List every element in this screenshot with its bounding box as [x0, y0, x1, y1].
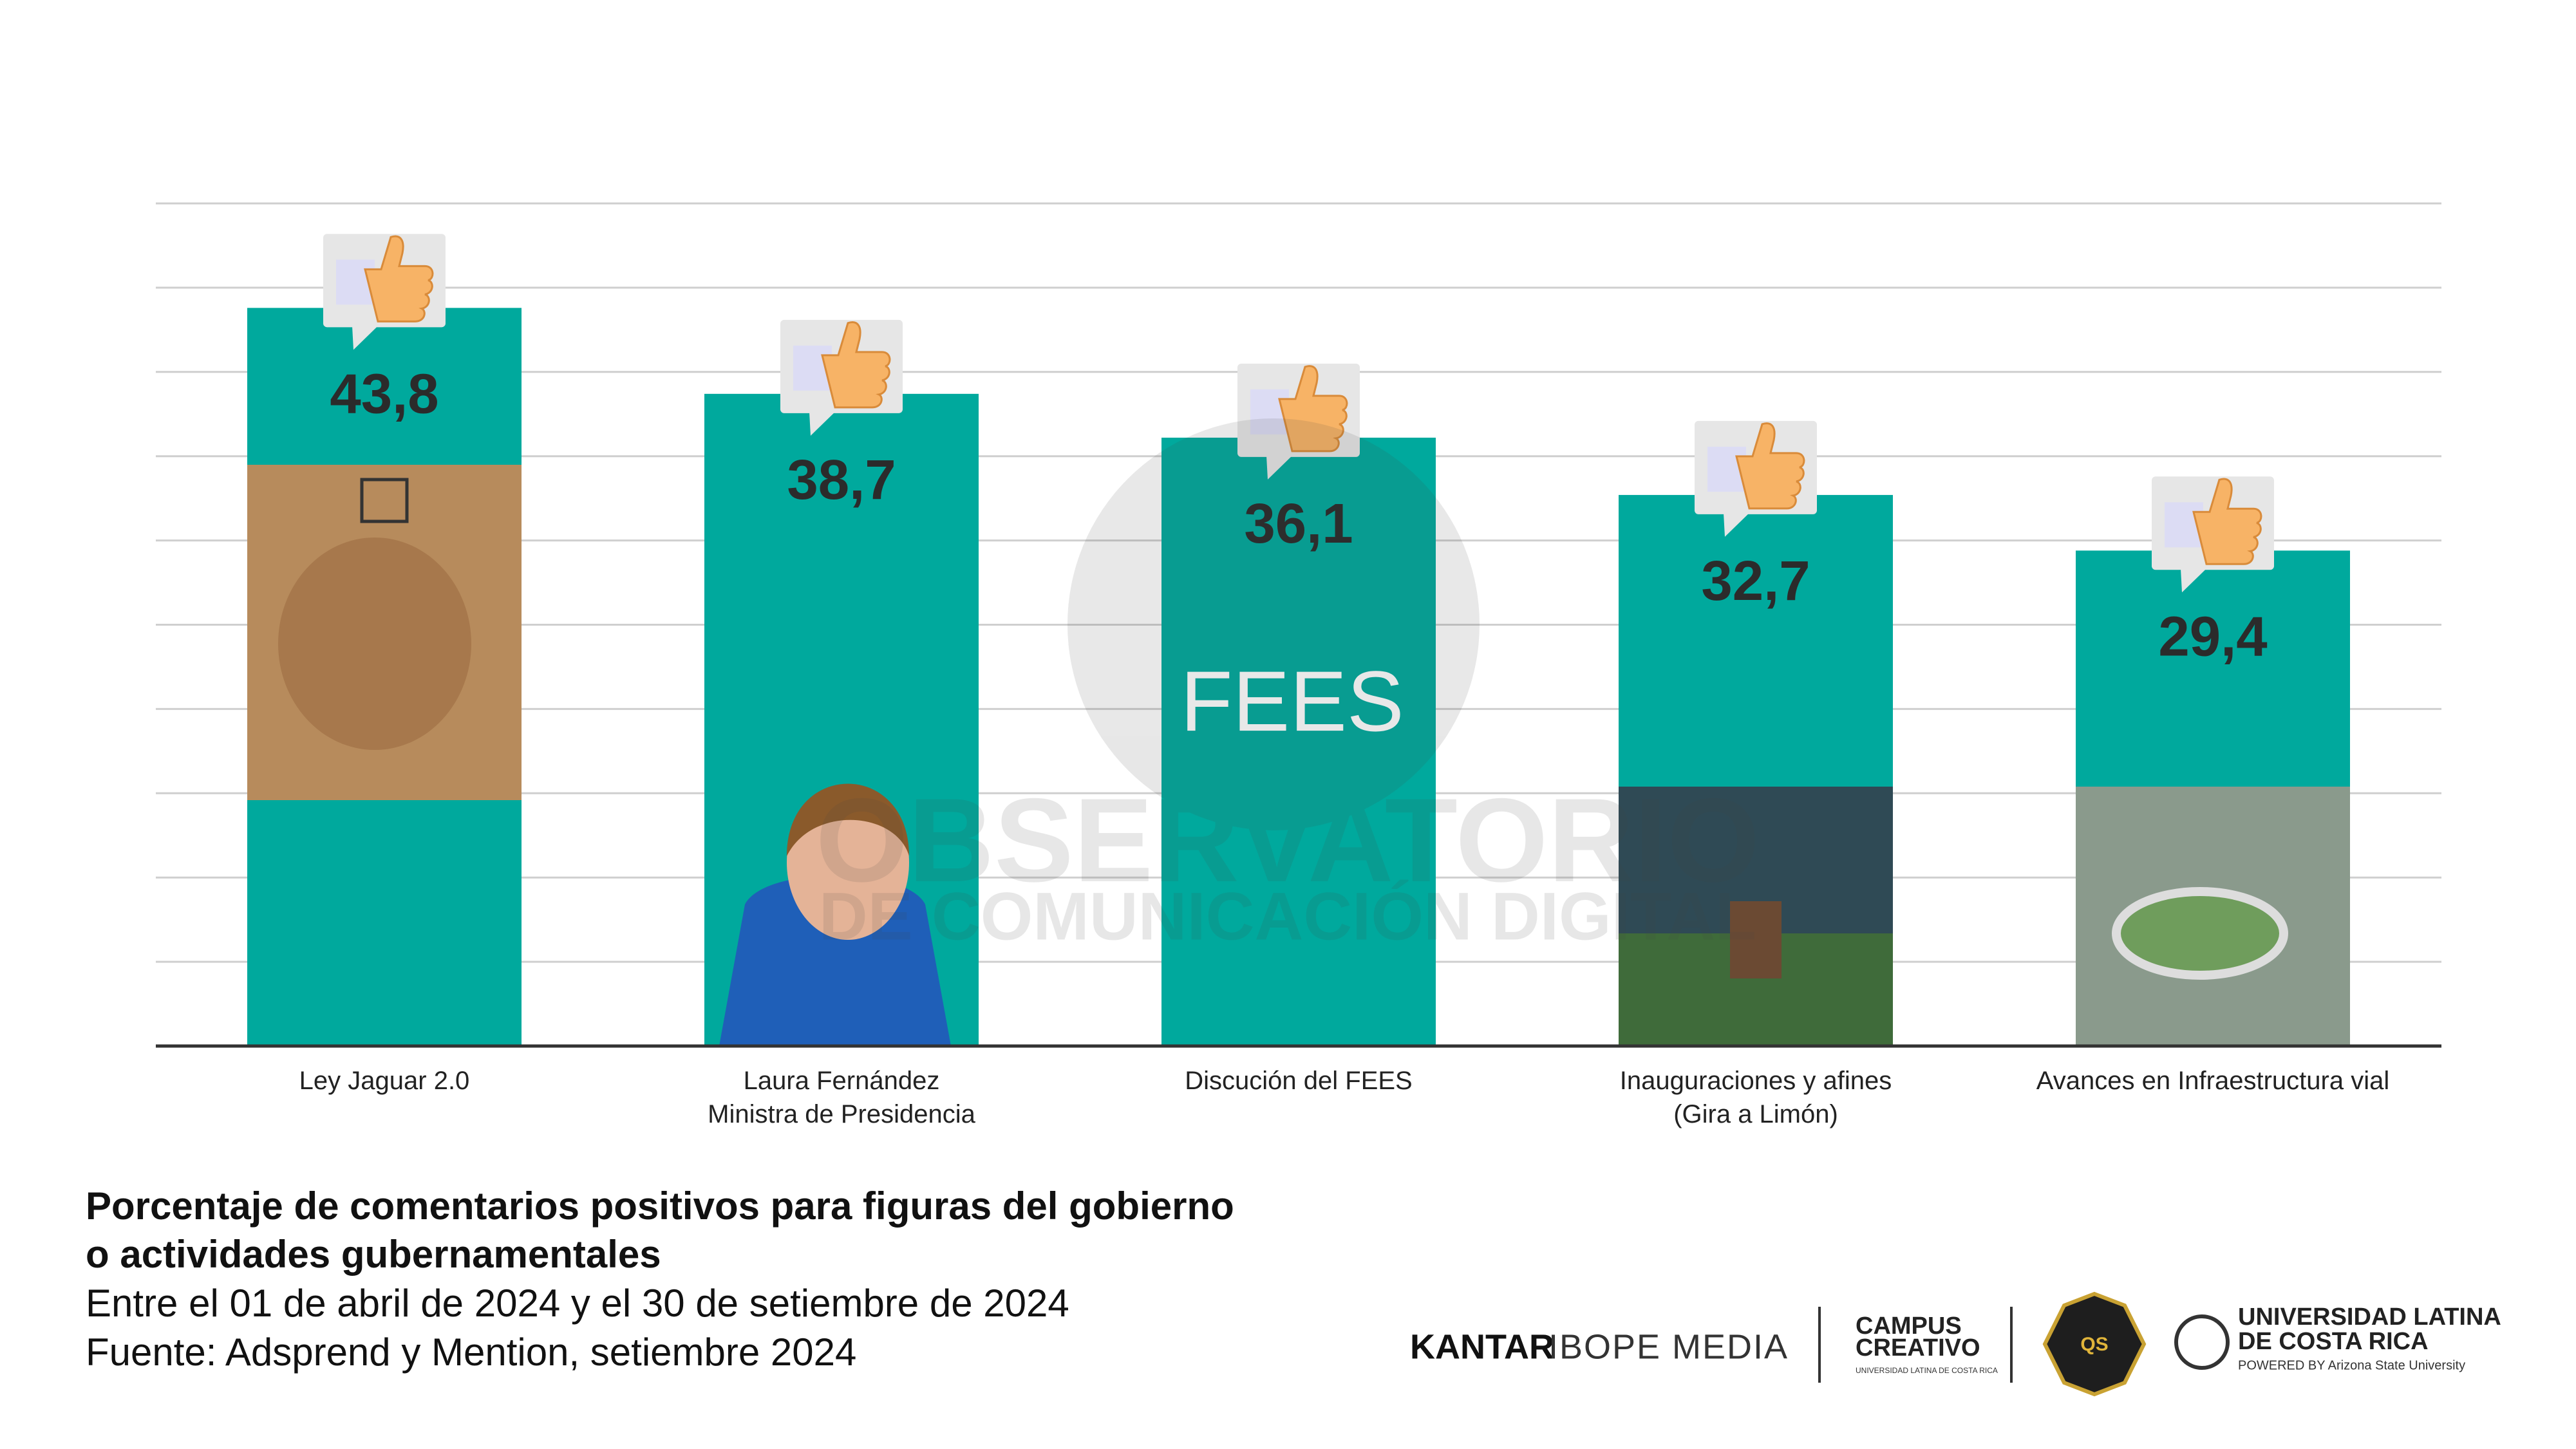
thumb: [2192, 478, 2262, 565]
photo-podium: [1730, 901, 1782, 978]
watermark-logo: [1067, 418, 1480, 830]
logo-campus: CREATIVO: [1856, 1334, 1980, 1361]
like-icon: [2152, 476, 2274, 593]
value-label: 36,1: [1244, 492, 1353, 555]
value-label: 32,7: [1701, 550, 1810, 612]
bubble-tail: [352, 326, 378, 350]
like-icon: [1237, 363, 1360, 480]
chart-subtitle: Entre el 01 de abril de 2024 y el 30 de …: [86, 1282, 1069, 1325]
flag-icon: [360, 478, 409, 523]
thumb: [364, 235, 434, 323]
photo-person: [719, 875, 951, 1046]
chart-title: o actividades gubernamentales: [86, 1233, 661, 1276]
like-icon: [1695, 420, 1817, 537]
chart-title: Porcentaje de comentarios positivos para…: [86, 1184, 1234, 1228]
logo-ibope: IBOPE MEDIA: [1548, 1327, 1789, 1366]
like-icon: [780, 319, 903, 436]
x-tick-label: Inauguraciones y afines (Gira a Limón): [1619, 1067, 1892, 1128]
logo-powered: POWERED BY Arizona State University: [2238, 1358, 2465, 1372]
like-icon: [323, 234, 446, 350]
photo-roundabout: [2112, 887, 2288, 980]
logo-campus-sub: UNIVERSIDAD LATINA DE COSTA RICA: [1856, 1366, 1998, 1375]
bubble-tail: [2181, 568, 2206, 593]
thumb: [1278, 365, 1348, 453]
thumb: [1735, 422, 1805, 510]
logo-ulatina: DE COSTA RICA: [2238, 1328, 2429, 1355]
photo-hair: [787, 783, 909, 856]
watermark-text: DE COMUNICACIÓN DIGITAL: [819, 879, 1756, 955]
bar-annotation: FEES: [1180, 654, 1404, 749]
bar: [1161, 437, 1436, 1046]
chart-source: Fuente: Adsprend y Mention, setiembre 20…: [86, 1331, 856, 1374]
value-label: 38,7: [787, 449, 896, 511]
value-label: 43,8: [330, 362, 438, 425]
badge: [2042, 1291, 2147, 1397]
logo-kantar: KANTAR: [1410, 1327, 1554, 1366]
logos: KANTAR IBOPE MEDIA CAMPUS CREATIVO UNIVE…: [1410, 1291, 2501, 1397]
x-tick-label: Discución del FEES: [1185, 1067, 1413, 1095]
x-tick-label: Laura Fernández Ministra de Presidencia: [708, 1067, 975, 1128]
x-tick-label: Ley Jaguar 2.0: [299, 1067, 470, 1095]
x-tick-label: Avances en Infraestructura vial: [2036, 1067, 2390, 1095]
logo-campus: CAMPUS: [1856, 1313, 1962, 1340]
badge-text: QS: [2080, 1334, 2108, 1355]
plot: 43,838,736,132,729,4FEESOBSERVATORIODE C…: [156, 202, 2441, 1048]
bubble-tail: [809, 411, 835, 436]
globe: [2174, 1314, 2230, 1370]
logo-ulatina: UNIVERSIDAD LATINA: [2238, 1304, 2501, 1331]
jaguar-head: [278, 538, 471, 750]
watermark-text: OBSERVATORIO: [816, 774, 1760, 907]
thumb: [821, 321, 891, 409]
bubble-tail: [1266, 455, 1292, 480]
bubble-tail: [1724, 512, 1749, 537]
value-label: 29,4: [2158, 605, 2267, 668]
